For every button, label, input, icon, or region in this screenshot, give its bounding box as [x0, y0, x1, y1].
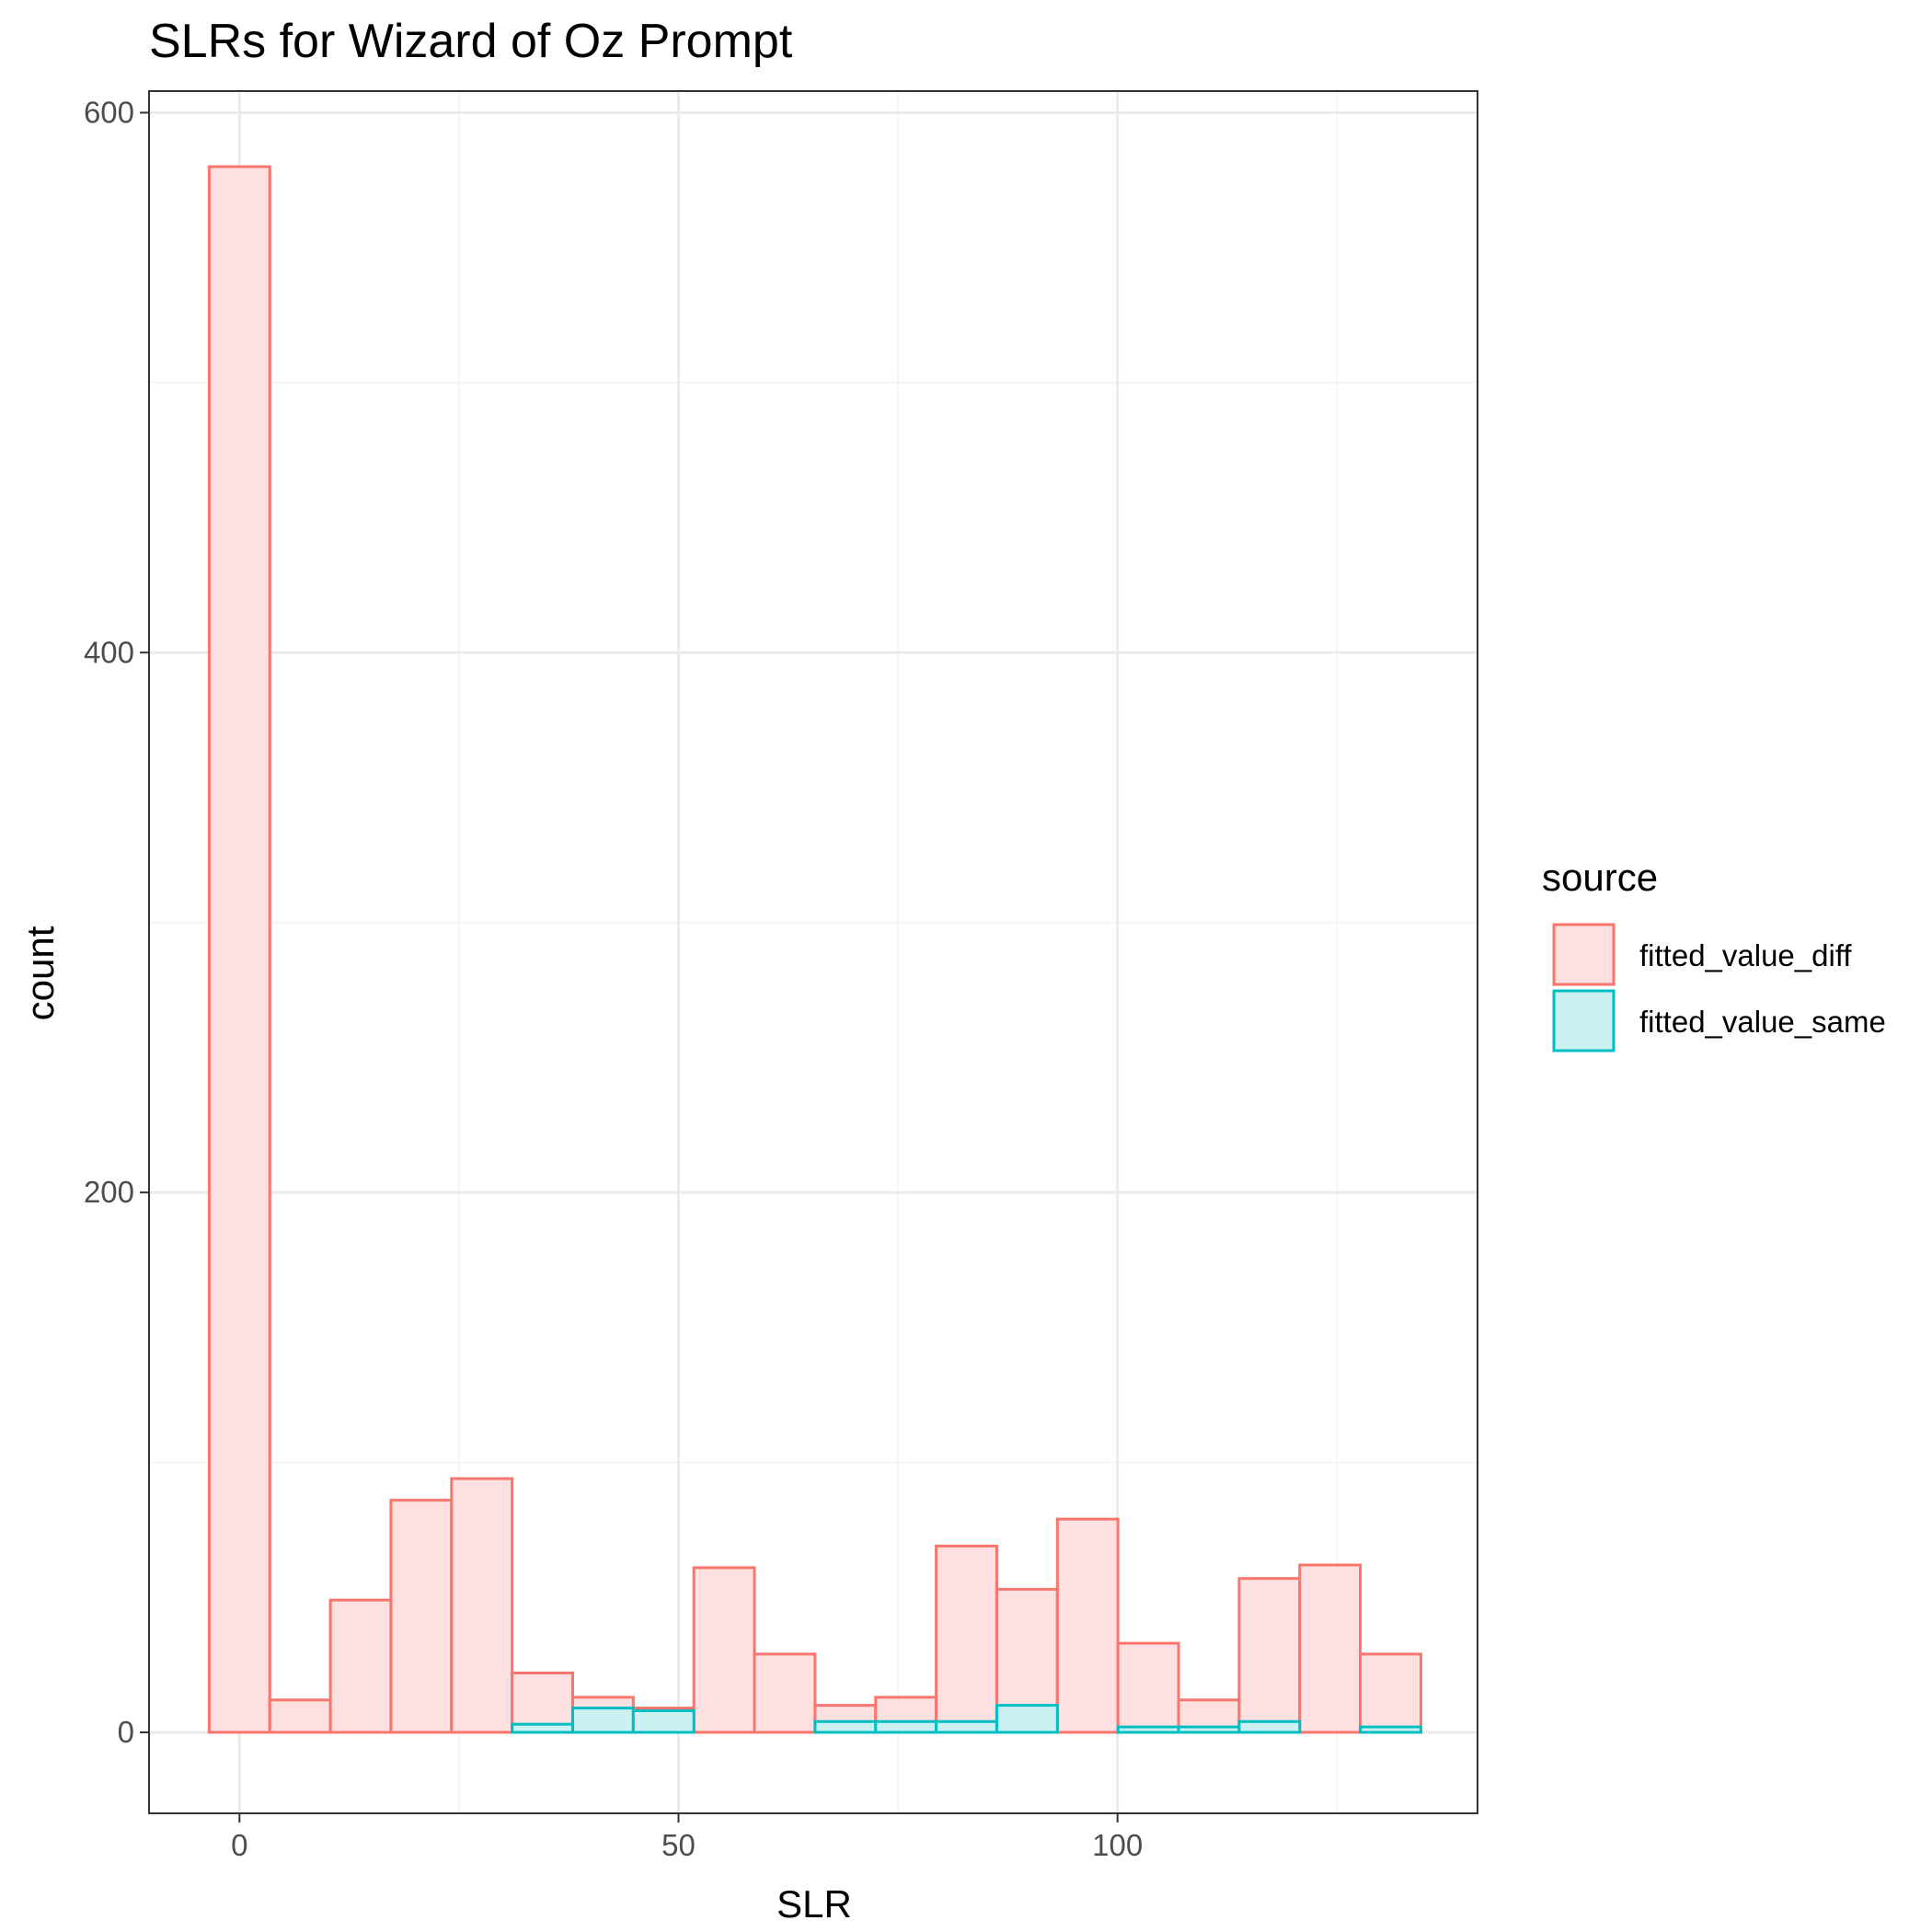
- bar-fitted_value_same: [813, 1719, 878, 1734]
- y-axis-title: count: [18, 926, 62, 1020]
- bar-fitted_value_diff: [268, 1698, 332, 1734]
- legend-items: fitted_value_diff fitted_value_same: [1552, 923, 1886, 1052]
- bar-fitted_value_diff: [389, 1499, 454, 1734]
- legend-key: [1552, 989, 1616, 1052]
- x-tick-label: 0: [231, 1828, 247, 1862]
- bar-fitted_value_diff: [1055, 1517, 1120, 1734]
- bar-fitted_value_diff: [753, 1652, 817, 1734]
- x-tick-label: 100: [1092, 1828, 1143, 1862]
- bar-fitted_value_same: [1237, 1719, 1302, 1734]
- bar-fitted_value_diff: [935, 1545, 998, 1734]
- bar-fitted_value_same: [1359, 1725, 1422, 1734]
- y-tick-label: 0: [118, 1715, 134, 1749]
- bar-fitted_value_diff: [1359, 1652, 1422, 1734]
- legend-key: [1552, 923, 1616, 986]
- legend-title: source: [1542, 856, 1658, 899]
- bar-fitted_value_diff: [207, 165, 271, 1734]
- axis-ticks: 0 50 100 0 200 400 600: [84, 95, 1143, 1862]
- bar-fitted_value_same: [874, 1719, 938, 1734]
- bar-fitted_value_same: [935, 1719, 998, 1734]
- chart-title: SLRs for Wizard of Oz Prompt: [149, 15, 793, 68]
- bar-fitted_value_diff: [1237, 1577, 1302, 1734]
- legend-item: fitted_value_same: [1552, 989, 1886, 1052]
- series-fitted_value_diff: [207, 165, 1422, 1734]
- bar-fitted_value_same: [1116, 1725, 1180, 1734]
- y-tick-label: 600: [84, 95, 134, 129]
- legend: source fitted_value_diff fitted_value_sam…: [1542, 856, 1886, 1052]
- bar-fitted_value_diff: [1298, 1563, 1363, 1734]
- y-tick-label: 200: [84, 1175, 134, 1209]
- bar-fitted_value_same: [631, 1709, 696, 1734]
- x-axis-title: SLR: [776, 1882, 852, 1926]
- bar-fitted_value_diff: [450, 1477, 514, 1734]
- grid-lines: [149, 91, 1478, 1813]
- series-fitted_value_same: [511, 1704, 1422, 1734]
- bar-fitted_value_same: [511, 1722, 574, 1734]
- bar-fitted_value_diff: [1116, 1641, 1180, 1734]
- legend-item: fitted_value_diff: [1552, 923, 1852, 986]
- plot-panel-border: [148, 90, 1478, 1814]
- bar-fitted_value_diff: [692, 1566, 756, 1734]
- x-tick-label: 50: [661, 1828, 696, 1862]
- legend-label: fitted_value_same: [1639, 1005, 1886, 1039]
- bar-fitted_value_same: [1177, 1725, 1241, 1734]
- bar-fitted_value_same: [995, 1704, 1059, 1734]
- bar-fitted_value_diff: [328, 1598, 393, 1734]
- bar-fitted_value_same: [570, 1707, 635, 1734]
- histogram-bars: [207, 165, 1422, 1734]
- y-tick-label: 400: [84, 635, 134, 669]
- legend-label: fitted_value_diff: [1639, 938, 1852, 972]
